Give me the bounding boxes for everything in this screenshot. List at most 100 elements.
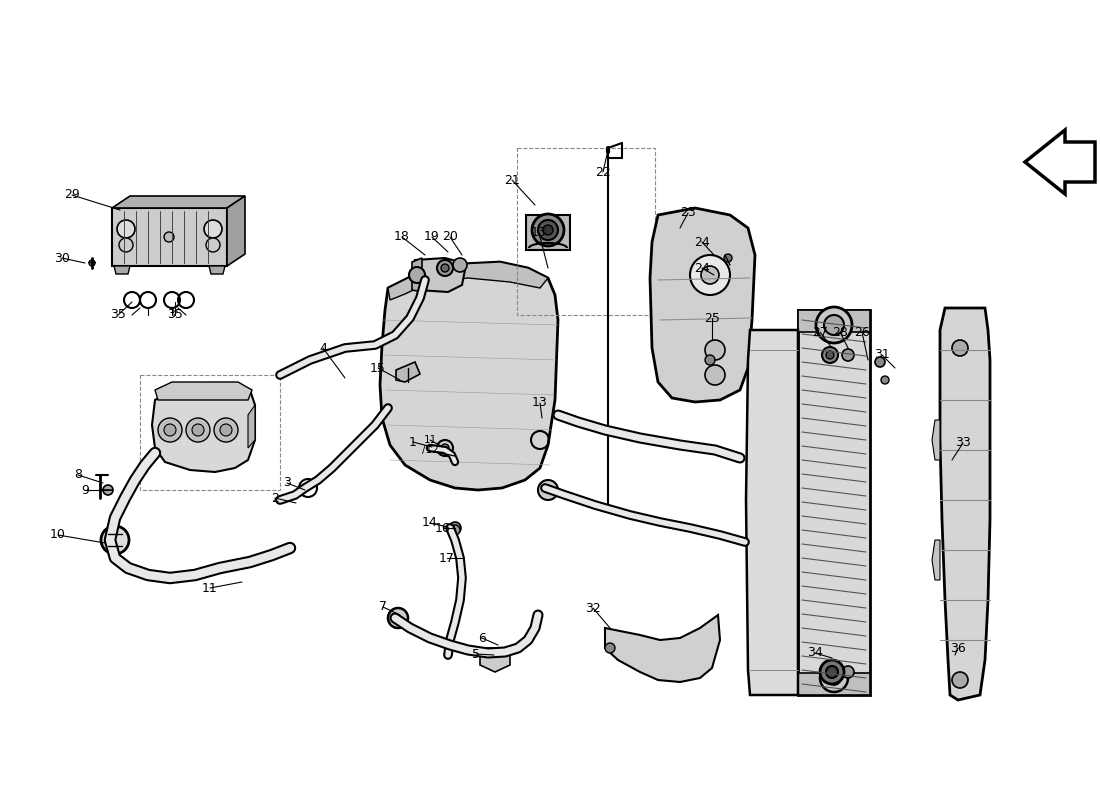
Circle shape — [820, 660, 844, 684]
Polygon shape — [379, 262, 558, 490]
Circle shape — [532, 214, 564, 246]
Circle shape — [826, 351, 834, 359]
Circle shape — [705, 365, 725, 385]
Circle shape — [874, 357, 886, 367]
Circle shape — [822, 347, 838, 363]
Text: 2: 2 — [271, 491, 279, 505]
Polygon shape — [650, 208, 755, 402]
Text: 13: 13 — [531, 226, 547, 239]
Polygon shape — [798, 310, 870, 695]
Polygon shape — [412, 258, 422, 292]
Polygon shape — [480, 648, 510, 672]
Polygon shape — [932, 540, 940, 580]
Polygon shape — [112, 196, 245, 208]
Circle shape — [101, 526, 129, 554]
Text: 24: 24 — [694, 262, 710, 274]
Circle shape — [822, 664, 838, 680]
Text: 34: 34 — [807, 646, 823, 659]
Text: 27: 27 — [812, 326, 828, 338]
Text: 36: 36 — [950, 642, 966, 654]
Polygon shape — [227, 196, 245, 266]
Circle shape — [117, 220, 135, 238]
Polygon shape — [152, 383, 255, 472]
Circle shape — [192, 424, 204, 436]
Circle shape — [690, 255, 730, 295]
Polygon shape — [388, 262, 548, 300]
Circle shape — [103, 485, 113, 495]
Circle shape — [826, 666, 838, 678]
Polygon shape — [798, 310, 870, 332]
Text: 29: 29 — [64, 189, 80, 202]
Circle shape — [827, 671, 842, 685]
Text: 19: 19 — [425, 230, 440, 243]
Circle shape — [164, 424, 176, 436]
Polygon shape — [746, 330, 798, 695]
Text: 13: 13 — [532, 397, 548, 410]
Text: 17: 17 — [439, 551, 455, 565]
Polygon shape — [155, 382, 252, 400]
Text: 3: 3 — [283, 477, 290, 490]
Circle shape — [820, 664, 848, 692]
Circle shape — [842, 666, 854, 678]
Circle shape — [441, 444, 449, 452]
Circle shape — [538, 220, 558, 240]
Text: 28: 28 — [832, 326, 848, 338]
Circle shape — [449, 522, 461, 534]
Circle shape — [441, 264, 449, 272]
Text: 4: 4 — [319, 342, 327, 354]
Text: 23: 23 — [680, 206, 696, 219]
Circle shape — [816, 307, 853, 343]
Circle shape — [881, 376, 889, 384]
Text: 31: 31 — [874, 349, 890, 362]
Circle shape — [450, 525, 460, 535]
Polygon shape — [112, 208, 227, 266]
Circle shape — [952, 672, 968, 688]
Text: 6: 6 — [478, 631, 486, 645]
Text: 16: 16 — [436, 522, 451, 534]
Text: 26: 26 — [854, 326, 870, 338]
Polygon shape — [114, 266, 130, 274]
Polygon shape — [526, 215, 570, 250]
Text: 33: 33 — [955, 437, 971, 450]
Text: 11: 11 — [202, 582, 218, 594]
Text: 32: 32 — [585, 602, 601, 614]
Text: 30: 30 — [54, 251, 70, 265]
Circle shape — [538, 480, 558, 500]
Circle shape — [206, 238, 220, 252]
Text: 14: 14 — [422, 517, 438, 530]
Circle shape — [119, 238, 133, 252]
Text: 1: 1 — [409, 435, 417, 449]
Text: 21: 21 — [504, 174, 520, 186]
Circle shape — [164, 232, 174, 242]
Circle shape — [842, 349, 854, 361]
Polygon shape — [932, 420, 940, 460]
Circle shape — [701, 266, 719, 284]
Circle shape — [543, 225, 553, 235]
Circle shape — [409, 267, 425, 283]
Polygon shape — [248, 405, 255, 448]
Text: 20: 20 — [442, 230, 458, 243]
Text: 24: 24 — [694, 235, 710, 249]
Circle shape — [158, 418, 182, 442]
Text: /12: /12 — [421, 445, 439, 455]
Circle shape — [220, 424, 232, 436]
Circle shape — [705, 355, 715, 365]
Text: 35: 35 — [167, 309, 183, 322]
Circle shape — [705, 340, 725, 360]
Text: 5: 5 — [472, 647, 480, 661]
Circle shape — [453, 258, 468, 272]
Circle shape — [388, 608, 408, 628]
Polygon shape — [1025, 130, 1094, 194]
Text: 10: 10 — [51, 529, 66, 542]
Text: 35: 35 — [110, 309, 125, 322]
Circle shape — [724, 254, 732, 262]
Text: 22: 22 — [595, 166, 610, 178]
Text: 11: 11 — [424, 435, 437, 445]
Polygon shape — [396, 362, 420, 382]
Circle shape — [437, 260, 453, 276]
Text: 15: 15 — [370, 362, 386, 374]
Text: 25: 25 — [704, 311, 719, 325]
Text: 7: 7 — [379, 601, 387, 614]
Circle shape — [826, 668, 834, 676]
Circle shape — [605, 643, 615, 653]
